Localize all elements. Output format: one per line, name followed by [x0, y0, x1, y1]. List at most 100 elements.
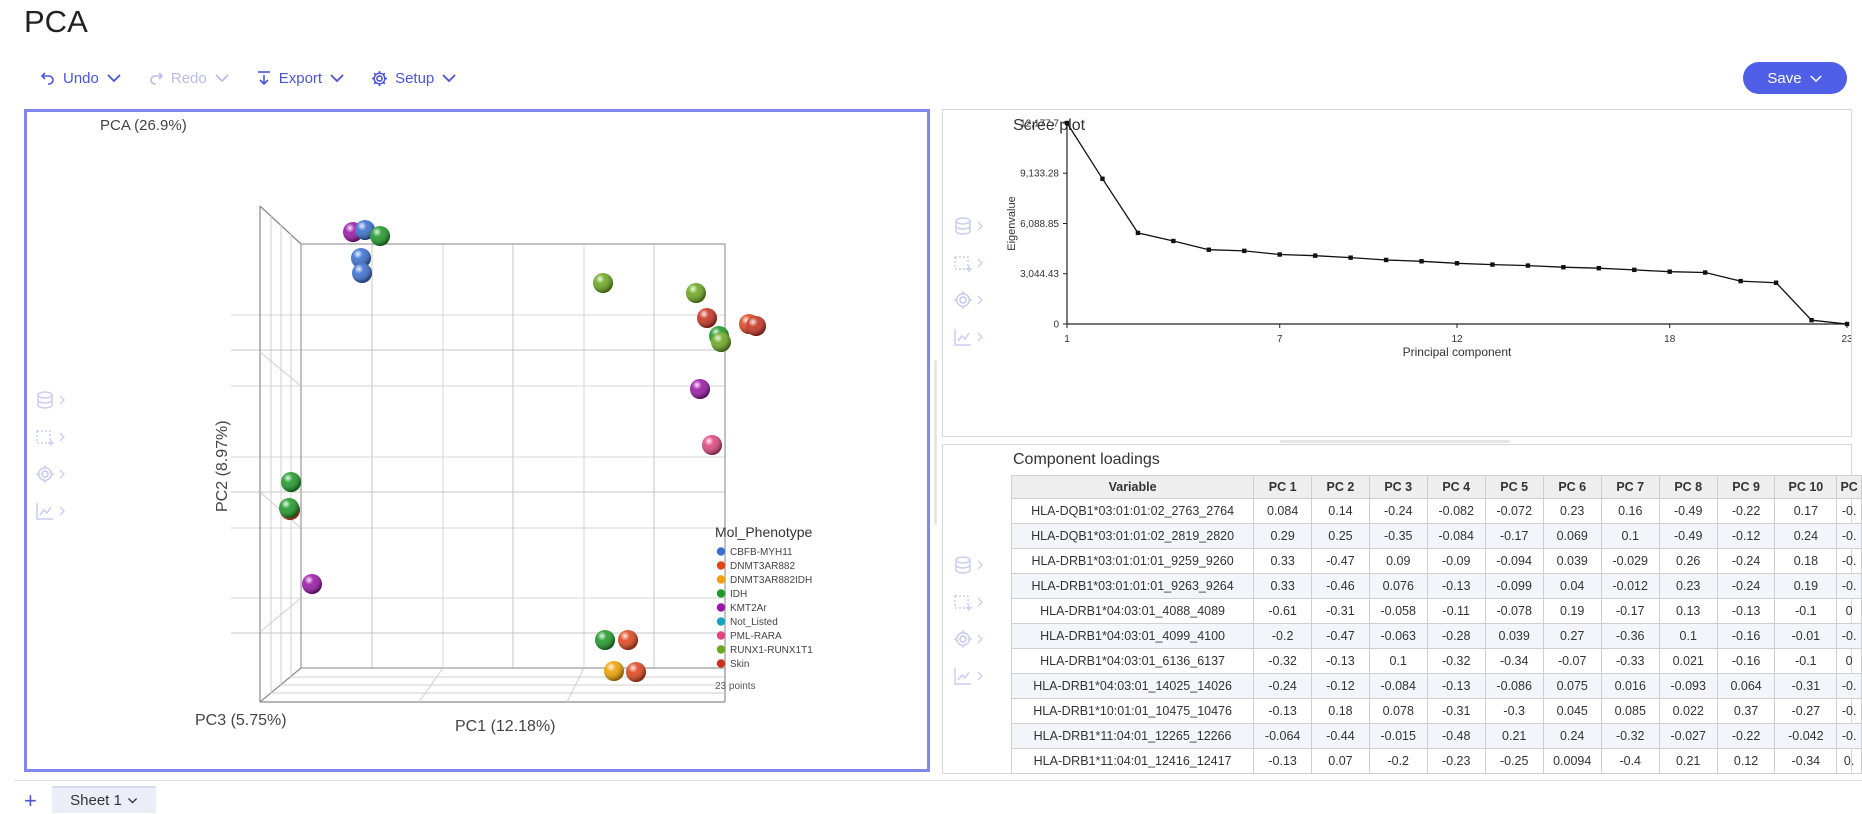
chart-tool[interactable]	[953, 663, 983, 688]
scree-point[interactable]	[1206, 247, 1212, 252]
pca-point[interactable]	[281, 472, 301, 492]
loadings-column-header[interactable]: PC 3	[1368, 475, 1428, 499]
scree-point[interactable]	[1667, 269, 1672, 274]
legend-item[interactable]: Skin	[716, 659, 750, 670]
legend-item[interactable]: Not_Listed	[716, 617, 778, 628]
selection-tool[interactable]	[953, 250, 983, 275]
pca-point[interactable]	[352, 263, 372, 283]
pca-3d-panel[interactable]: PCA (26.9%)	[24, 109, 930, 772]
loadings-column-header[interactable]: Variable	[1010, 475, 1255, 499]
pca-point[interactable]	[604, 661, 624, 681]
settings-tool[interactable]	[953, 287, 983, 312]
scree-point[interactable]	[1773, 280, 1779, 285]
loadings-column-header[interactable]: PC 8	[1658, 475, 1718, 499]
table-row[interactable]: HLA-DRB1*03:01:01:01_9263_9264 0.33 -0.46 0…	[1010, 573, 1862, 599]
scree-point[interactable]	[1064, 120, 1070, 126]
pca-point[interactable]	[626, 662, 646, 682]
scree-point[interactable]	[1596, 266, 1602, 271]
loadings-column-header[interactable]: PC 10	[1774, 475, 1838, 499]
pca-point[interactable]	[746, 316, 766, 336]
pca-3d-plot[interactable]: PCA (26.9%)	[27, 112, 927, 769]
scree-point[interactable]	[1383, 257, 1389, 263]
loadings-column-header[interactable]: PC 1	[1253, 475, 1313, 499]
loadings-column-header[interactable]: PC 9	[1716, 475, 1776, 499]
legend-item[interactable]: DNMT3AR882	[716, 561, 796, 572]
table-row[interactable]: HLA-DRB1*04:03:01_4099_4100 -0.2 -0.47 -0.0…	[1010, 623, 1862, 649]
pca-point[interactable]	[593, 273, 613, 293]
sheet-tab-1[interactable]: Sheet 1	[52, 786, 156, 813]
scree-point[interactable]	[1419, 259, 1424, 264]
chart-tool[interactable]	[35, 498, 65, 523]
data-tool[interactable]	[953, 213, 983, 238]
settings-tool[interactable]	[35, 461, 65, 486]
table-row[interactable]: HLA-DRB1*11:04:01_12416_12417 -0.13 0.07 -0…	[1010, 748, 1862, 774]
scree-point[interactable]	[1242, 248, 1247, 254]
scree-point[interactable]	[1525, 263, 1531, 268]
pca-point[interactable]	[697, 308, 717, 328]
loadings-column-header[interactable]: PC 4	[1426, 475, 1486, 499]
table-row[interactable]: HLA-DRB1*04:03:01_6136_6137 -0.32 -0.13 0.1…	[1010, 648, 1862, 674]
pca-point[interactable]	[618, 630, 638, 650]
table-row[interactable]: HLA-DRB1*11:04:01_12265_12266 -0.064 -0.44…	[1010, 723, 1862, 749]
loadings-column-header[interactable]: PC 6	[1542, 475, 1602, 499]
table-row[interactable]: HLA-DRB1*10:01:01_10475_10476 -0.13 0.18 0.…	[1010, 698, 1862, 724]
pca-point[interactable]	[355, 220, 375, 240]
pca-point[interactable]	[711, 332, 731, 352]
legend-item[interactable]: DNMT3AR882IDH	[716, 575, 812, 586]
legend-item[interactable]: PML-RARA	[716, 631, 782, 642]
scree-point[interactable]	[1632, 267, 1637, 273]
scree-chart[interactable]: 1 7 12 18 23 0 3,044.43 6,088.85 9,133.28 12,177.…	[943, 110, 1851, 436]
pca-point[interactable]	[690, 379, 710, 399]
redo-button[interactable]: Redo	[148, 70, 230, 87]
settings-tool[interactable]	[953, 626, 983, 651]
table-row[interactable]: HLA-DRB1*03:01:01:01_9259_9260 0.33 -0.47 0…	[1010, 548, 1862, 574]
scree-point[interactable]	[1277, 252, 1282, 257]
loadings-column-header[interactable]: PC 2	[1311, 475, 1370, 499]
scree-point[interactable]	[1702, 270, 1708, 275]
legend-item[interactable]: IDH	[716, 589, 747, 600]
scree-point[interactable]	[1100, 176, 1105, 181]
pca-point[interactable]	[351, 248, 371, 268]
scree-point[interactable]	[1490, 262, 1495, 267]
scree-plot-panel[interactable]: Scree plot 1 7 12 18 23 0 3,044.43 6,088.85 9,13…	[942, 109, 1852, 437]
undo-button[interactable]: Undo	[40, 70, 122, 87]
table-row[interactable]: HLA-DRB1*04:03:01_4088_4089 -0.61 -0.31 -0.…	[1010, 598, 1862, 624]
selection-tool[interactable]	[35, 424, 65, 449]
save-button[interactable]: Save	[1743, 62, 1847, 94]
setup-button[interactable]: Setup	[371, 70, 457, 87]
horizontal-splitter[interactable]	[1280, 440, 1510, 443]
scree-point[interactable]	[1171, 238, 1176, 244]
scree-point[interactable]	[1312, 253, 1318, 258]
scree-point[interactable]	[1561, 265, 1566, 270]
add-sheet-button[interactable]: +	[24, 788, 37, 813]
data-tool[interactable]	[953, 552, 983, 577]
scree-point[interactable]	[1844, 321, 1850, 327]
scree-point[interactable]	[1135, 230, 1141, 236]
table-row[interactable]: HLA-DQB1*03:01:01:02_2763_2764 0.084 0.14-…	[1010, 498, 1862, 524]
pca-point[interactable]	[302, 574, 322, 594]
loadings-column-header[interactable]: PC 7	[1600, 475, 1660, 499]
export-button[interactable]: Export	[256, 70, 345, 87]
scree-point[interactable]	[1348, 255, 1353, 260]
loadings-column-header[interactable]: PC	[1836, 475, 1862, 499]
pca-point[interactable]	[279, 498, 299, 518]
loadings-table[interactable]: Variable PC 1 PC 2 PC 3 PC 4 PC 5 PC 6 PC 7 PC 8…	[1010, 475, 1862, 774]
pca-point[interactable]	[702, 435, 722, 455]
vertical-splitter[interactable]	[934, 360, 937, 525]
legend-item[interactable]: CBFB-MYH11	[716, 547, 793, 558]
pca-point[interactable]	[595, 630, 615, 650]
table-row[interactable]: HLA-DQB1*03:01:01:02_2819_2820 0.29 0.25 -0…	[1010, 523, 1862, 549]
scree-point[interactable]	[1809, 318, 1814, 323]
chart-tool[interactable]	[953, 324, 983, 349]
loadings-panel[interactable]: Component loadings	[942, 444, 1852, 774]
legend-item[interactable]: RUNX1-RUNX1T1	[716, 645, 813, 656]
pca-point[interactable]	[370, 226, 390, 246]
loadings-column-header[interactable]: PC 5	[1484, 475, 1544, 499]
legend-item[interactable]: KMT2Ar	[716, 603, 768, 614]
pca-point[interactable]	[686, 283, 706, 303]
data-tool[interactable]	[35, 387, 65, 412]
table-row[interactable]: HLA-DRB1*04:03:01_14025_14026 -0.24 -0.12-…	[1010, 673, 1862, 699]
scree-point[interactable]	[1738, 278, 1743, 284]
selection-tool[interactable]	[953, 589, 983, 614]
scree-point[interactable]	[1454, 261, 1460, 266]
